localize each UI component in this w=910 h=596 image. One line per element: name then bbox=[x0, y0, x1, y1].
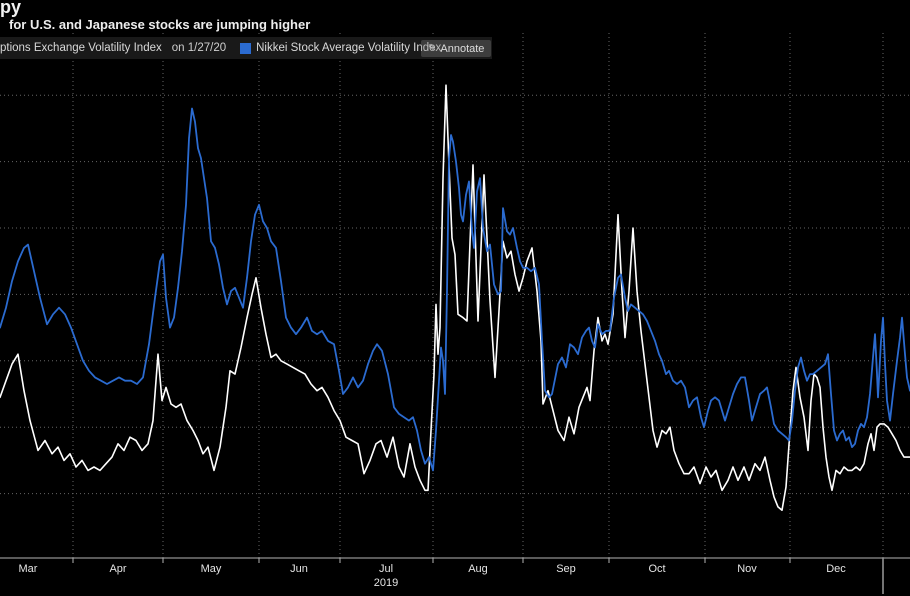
pencil-icon: ✎ bbox=[428, 43, 437, 54]
chart-subtitle: for U.S. and Japanese stocks are jumping… bbox=[9, 17, 311, 32]
x-axis-label-may: May bbox=[200, 563, 222, 575]
nikkei-series-swatch-icon bbox=[240, 42, 252, 54]
x-axis-label-dec: Dec bbox=[826, 563, 846, 575]
x-axis-label-jul: Jul bbox=[378, 563, 394, 575]
x-axis-label-mar: Mar bbox=[18, 563, 38, 575]
legend-strip: ptions Exchange Volatility Index on 1/27… bbox=[0, 37, 492, 59]
x-axis-label-apr: Apr bbox=[109, 563, 127, 575]
x-axis-label-aug: Aug bbox=[468, 563, 488, 575]
vix-line bbox=[0, 84, 910, 512]
x-axis-label-oct: Oct bbox=[648, 563, 666, 575]
annotate-button-label: Annotate bbox=[440, 42, 485, 55]
nikkei-line bbox=[0, 107, 910, 472]
annotate-button[interactable]: ✎ Annotate bbox=[421, 40, 492, 57]
x-axis-label-jun: Jun bbox=[290, 563, 308, 575]
x-axis-label-sep: Sep bbox=[556, 563, 576, 575]
legend-date: on 1/27/20 bbox=[171, 42, 227, 54]
x-axis-year-label: 2019 bbox=[373, 577, 399, 589]
page-title: py bbox=[0, 0, 22, 17]
legend-item-vix[interactable]: ptions Exchange Volatility Index bbox=[0, 42, 162, 54]
x-axis-label-nov: Nov bbox=[737, 563, 757, 575]
legend-item-nikkei[interactable]: Nikkei Stock Average Volatility Index bbox=[256, 42, 442, 54]
